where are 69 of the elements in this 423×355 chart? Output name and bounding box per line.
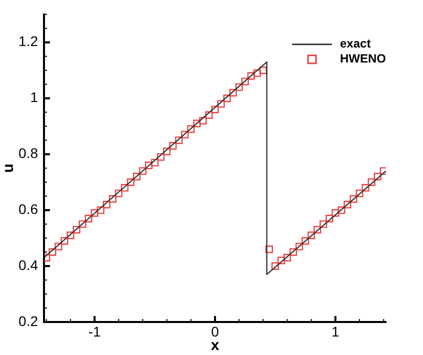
point (114, 190, 122, 198)
point (296, 242, 304, 250)
point (120, 184, 128, 192)
point (362, 184, 370, 192)
y-tick-label: 0.2 (18, 312, 38, 329)
point (205, 111, 213, 119)
y-axis-title: u (0, 164, 18, 173)
point (66, 232, 74, 240)
point (314, 226, 322, 234)
point (344, 200, 352, 208)
point (199, 116, 207, 124)
y-tick-label: 0.4 (18, 256, 38, 273)
point (54, 242, 62, 250)
y-tick-label: 0.8 (18, 145, 38, 162)
point (138, 167, 147, 175)
point (265, 246, 273, 254)
point (223, 94, 231, 102)
y-tick-label: 1.2 (18, 33, 38, 50)
y-tick-label: 1 (30, 89, 38, 106)
point (181, 130, 189, 138)
point (320, 220, 328, 228)
legend-label: HWENO (340, 52, 386, 66)
point (84, 214, 92, 222)
point (338, 206, 346, 214)
point (132, 172, 141, 180)
legend-label: exact (340, 36, 371, 51)
x-tick-label: 0 (211, 323, 220, 340)
point (108, 195, 116, 203)
point (302, 237, 310, 245)
point (72, 226, 80, 234)
point (157, 153, 165, 161)
point (253, 69, 261, 77)
point (235, 83, 243, 91)
point (78, 220, 86, 228)
point (326, 214, 334, 222)
point (144, 162, 153, 170)
point (277, 256, 286, 264)
point (368, 178, 376, 186)
point (229, 88, 237, 96)
x-tick-label: -1 (88, 323, 102, 340)
point (271, 262, 279, 270)
point (332, 209, 340, 217)
point (374, 172, 382, 180)
x-axis-title: x (210, 337, 220, 354)
point (380, 167, 386, 175)
point (247, 72, 255, 80)
point (126, 178, 134, 186)
x-tick-label: 1 (332, 323, 340, 340)
point (187, 125, 195, 133)
point (356, 190, 364, 198)
y-tick-label: 0.6 (18, 201, 38, 218)
point (163, 148, 171, 156)
point (60, 237, 68, 245)
point (151, 158, 159, 166)
point (241, 78, 249, 86)
point (283, 254, 292, 262)
point (308, 232, 316, 240)
point (175, 136, 183, 144)
point (96, 206, 104, 214)
point (90, 209, 98, 217)
point (48, 248, 56, 256)
point (44, 254, 50, 262)
point (350, 195, 358, 203)
point (193, 120, 201, 128)
point (169, 142, 177, 150)
point (102, 200, 110, 208)
point (289, 248, 298, 256)
point (217, 100, 225, 108)
point (211, 106, 219, 114)
